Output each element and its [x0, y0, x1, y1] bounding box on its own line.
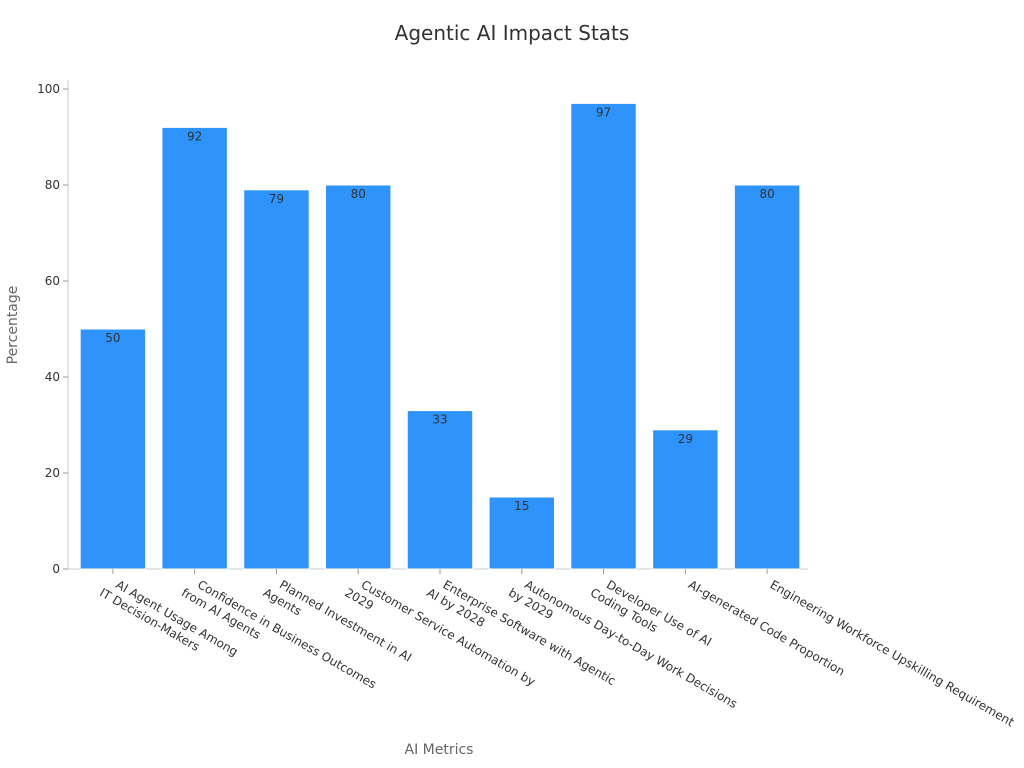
bar-value-label: 80	[351, 187, 366, 201]
x-tick-label: AI-generated Code Proportion	[686, 577, 847, 678]
y-tick-label: 100	[37, 82, 60, 96]
bar-value-label: 80	[759, 187, 774, 201]
y-tick-label: 0	[52, 562, 60, 576]
bar-value-label: 92	[187, 129, 202, 143]
bar-value-label: 29	[678, 432, 693, 446]
bar	[406, 410, 474, 570]
bar-value-label: 15	[514, 499, 529, 513]
chart-title: Agentic AI Impact Stats	[395, 21, 630, 45]
x-axis-title: AI Metrics	[405, 742, 474, 758]
bar	[733, 184, 801, 570]
bar	[325, 184, 392, 570]
y-tick-label: 20	[45, 466, 60, 480]
y-tick-label: 60	[45, 274, 60, 288]
bar	[79, 328, 147, 570]
bar-value-label: 79	[269, 192, 284, 206]
x-axis-ticks: AI Agent Usage AmongIT Decision-MakersCo…	[97, 569, 1017, 729]
y-tick-label: 80	[45, 178, 60, 192]
bar	[161, 126, 228, 570]
y-axis-ticks: 0 20 40 60 80 100	[37, 82, 68, 576]
bar	[243, 189, 310, 570]
y-tick-label: 40	[45, 370, 60, 384]
y-axis-title: Percentage	[5, 286, 21, 365]
bar-value-label: 50	[105, 331, 120, 345]
bars: 50 92 79 80 33 15 97 29 80	[79, 102, 801, 570]
bar	[570, 102, 637, 570]
bar	[488, 496, 555, 570]
bar-value-label: 33	[432, 413, 447, 427]
bar	[652, 429, 719, 570]
bar-value-label: 97	[596, 105, 611, 119]
x-tick-label-line: AI-generated Code Proportion	[686, 577, 847, 678]
